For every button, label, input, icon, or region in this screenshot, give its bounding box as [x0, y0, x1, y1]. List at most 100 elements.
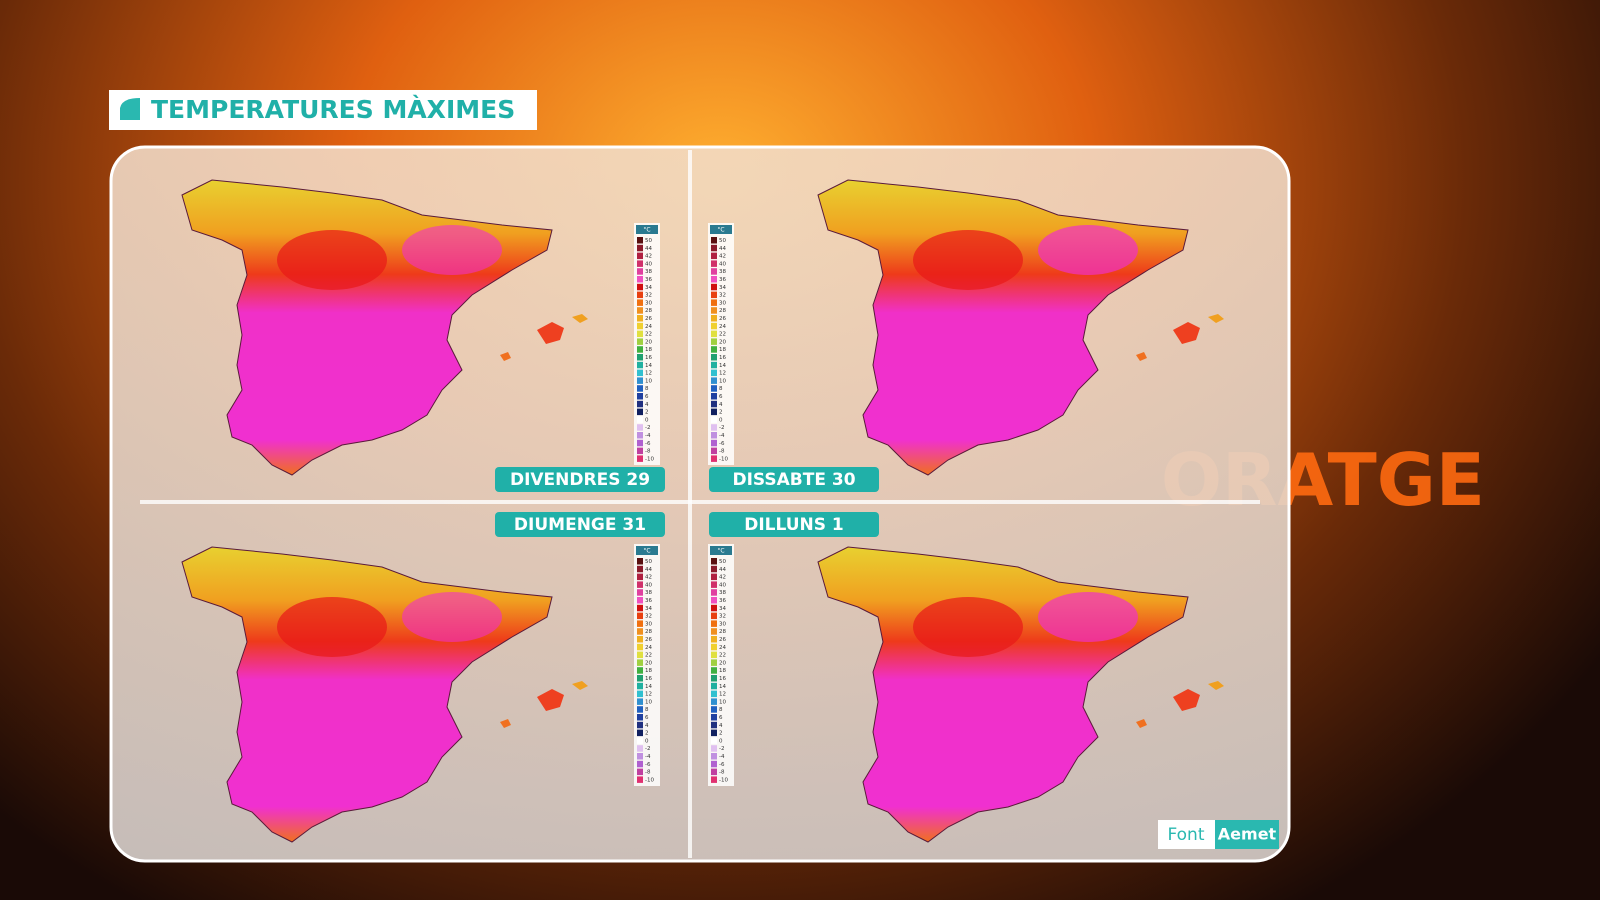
map [817, 546, 1224, 843]
legend-swatch [711, 424, 717, 431]
legend-value: 44 [645, 567, 652, 573]
legend-value: 14 [719, 363, 726, 369]
legend-swatch [711, 760, 717, 768]
legend-value: -8 [719, 770, 725, 776]
legend-swatch [637, 721, 643, 729]
legend-value: 44 [645, 246, 652, 252]
day-label: DILLUNS 1 [744, 515, 844, 535]
island [1208, 314, 1224, 323]
legend-swatch [711, 330, 717, 338]
legend-value: 16 [719, 676, 726, 682]
legend-swatch [637, 714, 643, 721]
legend-value: 8 [645, 386, 649, 392]
legend-swatch [711, 385, 717, 392]
day-label: DIUMENGE 31 [514, 515, 646, 535]
legend-swatch [637, 268, 643, 275]
island [500, 352, 511, 361]
legend-swatch [637, 729, 643, 737]
legend-swatch [711, 597, 717, 604]
island [1136, 352, 1147, 361]
legend-swatch [637, 682, 643, 690]
legend-swatch [637, 276, 643, 283]
legend-value: 26 [719, 637, 726, 643]
legend-value: 20 [645, 660, 652, 666]
legend-value: 42 [645, 254, 652, 260]
island [500, 719, 511, 728]
legend-value: 14 [719, 684, 726, 690]
legend-value: 36 [719, 598, 726, 604]
legend-value: 12 [645, 692, 652, 698]
legend-value: 0 [645, 738, 649, 744]
legend-swatch [711, 768, 717, 776]
legend-swatch [711, 612, 717, 620]
legend-swatch [711, 651, 717, 659]
heat-area [402, 225, 502, 275]
legend-swatch [711, 369, 717, 377]
legend-value: 28 [719, 308, 726, 314]
legend-swatch [637, 408, 643, 416]
legend-swatch [637, 377, 643, 384]
legend-value: -2 [719, 425, 724, 431]
legend-swatch [711, 291, 717, 299]
legend-value: 22 [645, 653, 652, 659]
legend-swatch [637, 597, 643, 604]
legend-value: 8 [719, 707, 723, 713]
legend-value: -6 [645, 441, 651, 447]
day-label-box [495, 512, 665, 537]
legend-swatch [711, 573, 717, 581]
legend-value: 50 [645, 238, 652, 244]
legend-swatch [711, 322, 717, 330]
legend-swatch [711, 643, 717, 651]
legend-value: 24 [645, 645, 652, 651]
legend-swatch [637, 346, 643, 353]
legend-swatch [711, 659, 717, 666]
legend-value: 40 [719, 582, 726, 588]
legend-swatch [637, 252, 643, 260]
legend-swatch [637, 604, 643, 612]
legend-value: 4 [719, 723, 723, 729]
day-label: DISSABTE 30 [732, 470, 855, 490]
legend-swatch [637, 636, 643, 643]
legend-swatch [637, 237, 643, 244]
legend-value: 16 [719, 355, 726, 361]
legend-swatch [711, 776, 717, 783]
map [817, 179, 1224, 476]
legend-value: 34 [719, 606, 726, 612]
legend-swatch [637, 690, 643, 698]
legend-swatch [711, 558, 717, 565]
legend-value: -10 [719, 777, 728, 783]
legend-swatch [637, 447, 643, 455]
legend-value: 28 [719, 629, 726, 635]
legend-swatch [711, 737, 717, 744]
legend-swatch [637, 581, 643, 588]
legend-value: -10 [645, 456, 654, 462]
legend-swatch [637, 776, 643, 783]
legend-swatch [637, 643, 643, 651]
legend-swatch [637, 651, 643, 659]
legend-swatch [711, 252, 717, 260]
legend-value: 4 [645, 723, 649, 729]
legend-swatch [637, 432, 643, 439]
legend-value: 24 [719, 324, 726, 330]
legend-value: 2 [645, 410, 649, 416]
legend-value: 38 [719, 590, 726, 596]
legend-swatch [637, 338, 643, 345]
legend-value: 16 [645, 355, 652, 361]
island [537, 322, 564, 344]
legend-value: 12 [719, 692, 726, 698]
legend-swatch [711, 628, 717, 635]
heat-area [913, 597, 1023, 657]
legend-swatch [711, 690, 717, 698]
legend-value: 12 [719, 371, 726, 377]
legend-value: 32 [645, 614, 652, 620]
legend-swatch [637, 354, 643, 361]
legend-value: 50 [645, 559, 652, 565]
legend-value: 26 [719, 316, 726, 322]
legend-value: 34 [719, 285, 726, 291]
legend-swatch [637, 322, 643, 330]
legend-swatch [711, 377, 717, 384]
legend-swatch [637, 737, 643, 744]
legend-value: 38 [719, 269, 726, 275]
legend-unit: °C [643, 227, 650, 234]
legend-value: -4 [645, 754, 651, 760]
